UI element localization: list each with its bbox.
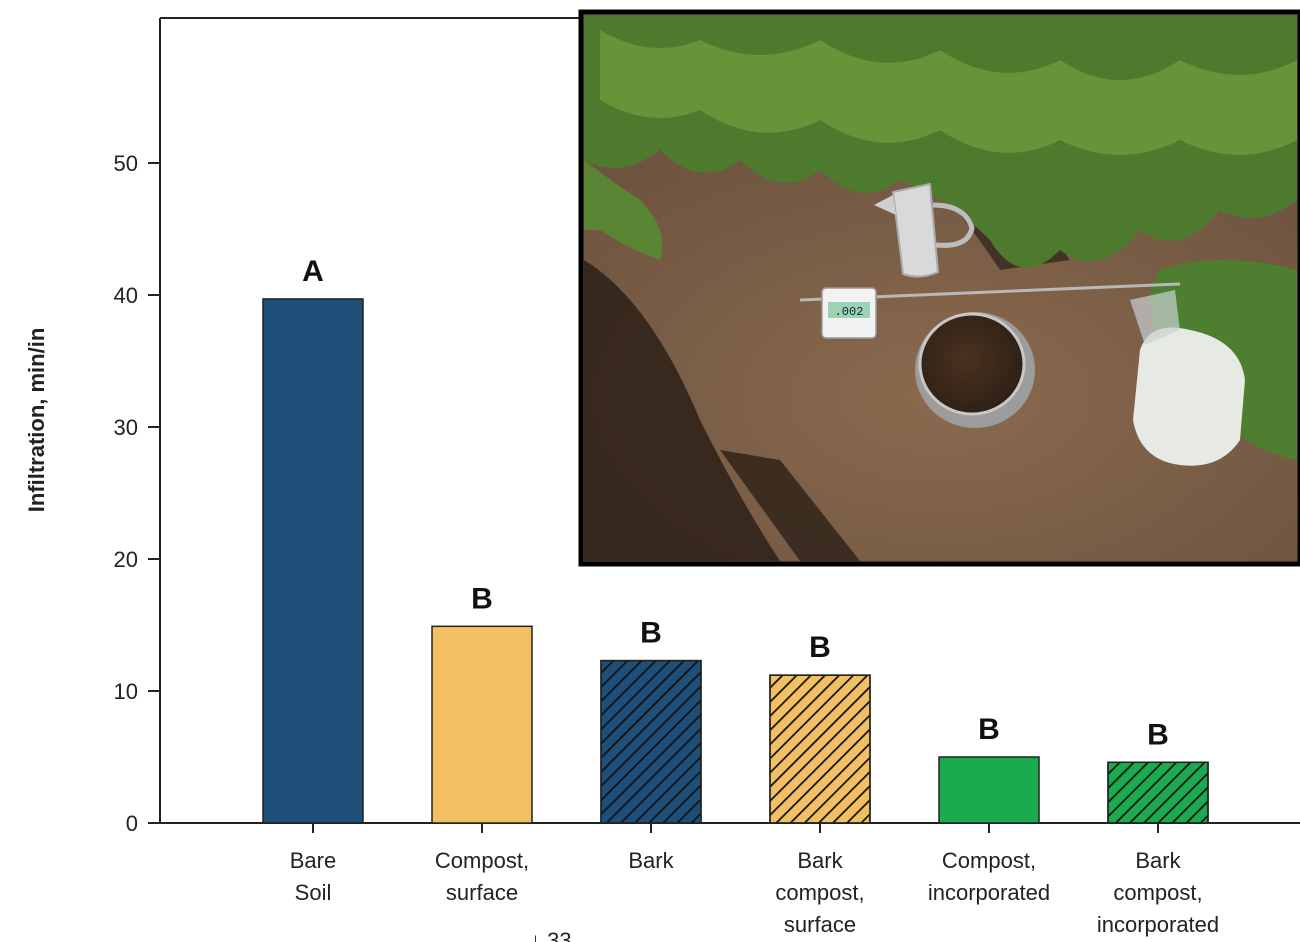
category-label: surface xyxy=(446,880,518,905)
significance-letter: A xyxy=(302,255,324,288)
water-jug xyxy=(1130,290,1245,466)
y-ticks: 0 10 20 30 40 50 xyxy=(114,151,160,836)
significance-letter: B xyxy=(809,631,831,664)
category-label: Bark xyxy=(1135,848,1181,873)
plant-shadow xyxy=(584,260,780,561)
bar xyxy=(262,298,364,824)
bar xyxy=(431,625,533,824)
category-label: compost, xyxy=(775,880,864,905)
plant-shadow-2 xyxy=(720,450,860,561)
category-label: compost, xyxy=(1113,880,1202,905)
category-labels: Bare Soil Compost, surface Bark Bark compost, s… xyxy=(290,848,1219,937)
bar-hatch xyxy=(1107,761,1209,824)
bar xyxy=(938,756,1040,824)
timer-device: .002 xyxy=(821,287,877,339)
foliage-highlight xyxy=(600,30,1297,155)
foliage-left xyxy=(584,160,663,260)
timer-display-text: .002 xyxy=(835,305,864,319)
significance-letter: B xyxy=(640,617,662,650)
significance-labels: A B B B B B xyxy=(302,255,1169,751)
category-label: incorporated xyxy=(928,880,1050,905)
partial-caption: ↓ 33 xyxy=(530,928,572,942)
y-tick-label: 0 xyxy=(126,811,138,836)
category-label: Compost, xyxy=(942,848,1036,873)
bar-hatch xyxy=(769,674,871,824)
significance-letter: B xyxy=(471,582,493,615)
y-tick-label: 30 xyxy=(114,415,138,440)
significance-letter: B xyxy=(1147,718,1169,751)
category-label: Bare xyxy=(290,848,336,873)
category-label: Bark xyxy=(797,848,843,873)
category-label: surface xyxy=(784,912,856,937)
category-label: incorporated xyxy=(1097,912,1219,937)
significance-letter: B xyxy=(978,713,1000,746)
infiltration-ring xyxy=(915,312,1035,428)
category-label: Compost, xyxy=(435,848,529,873)
bars xyxy=(262,298,1209,833)
category-label: Soil xyxy=(295,880,332,905)
y-tick-label: 40 xyxy=(114,283,138,308)
y-tick-label: 10 xyxy=(114,679,138,704)
y-tick-label: 50 xyxy=(114,151,138,176)
y-tick-label: 20 xyxy=(114,547,138,572)
y-axis-label: Infiltration, min/in xyxy=(24,328,49,513)
inset-photo: .002 xyxy=(578,9,1300,567)
category-label: Bark xyxy=(628,848,674,873)
measuring-cup xyxy=(874,182,975,278)
bar-hatch xyxy=(600,659,702,824)
